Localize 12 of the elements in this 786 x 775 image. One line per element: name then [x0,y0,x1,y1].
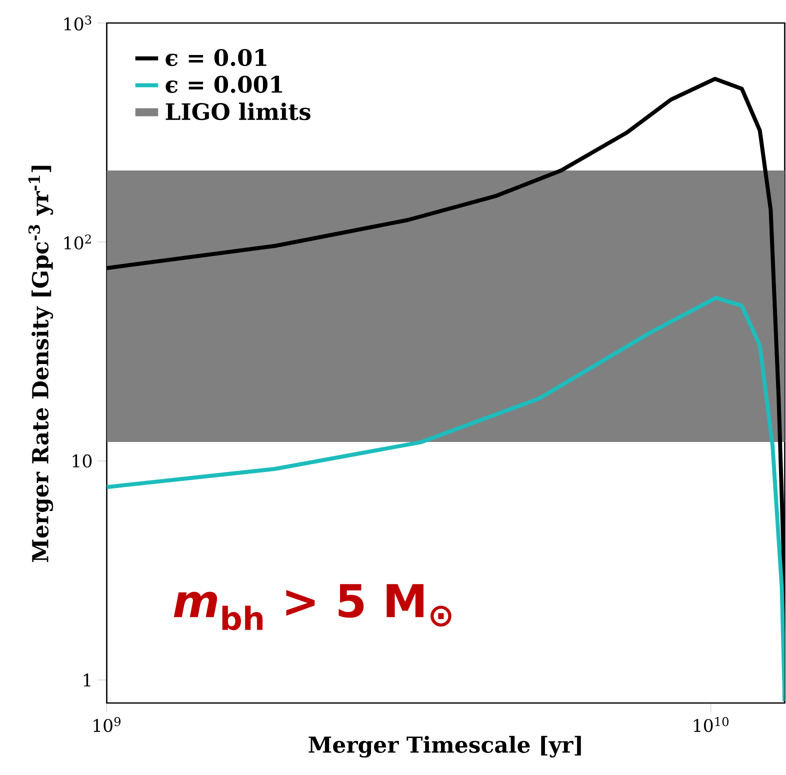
y-tick-label: 10 [72,454,92,468]
legend-label: ϵ = 0.01 [166,48,266,66]
y-axis-title: Merger Rate Density [Gpc$^{-3}$ yr$^{-1}$] [28,166,54,562]
x-tick-label: 10$^{10}$ [694,717,728,732]
y-tick-label: 1 [84,674,90,686]
y-tick-label: 10$^{2}$ [64,234,91,250]
legend-label: LIGO limits [166,102,310,120]
annotation: m$_{bh}$ > 5 M$_{⊙}$ [174,584,452,630]
y-tick-label: 10$^{3}$ [64,15,92,31]
legend-label: ϵ = 0.001 [166,76,282,93]
x-axis-title: Merger Timescale [yr] [308,736,581,758]
x-tick-label: 10$^{9}$ [94,717,120,732]
